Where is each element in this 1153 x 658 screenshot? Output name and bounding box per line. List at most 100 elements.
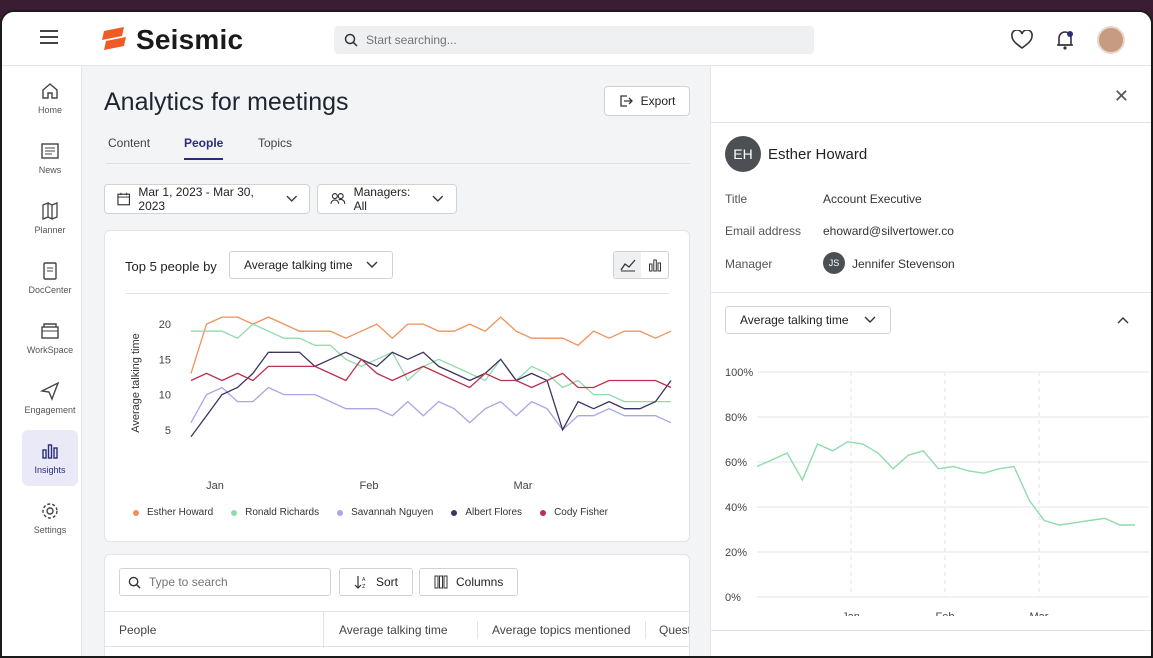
sidebar-item-workspace[interactable]: WorkSpace [22,310,78,366]
managers-filter[interactable]: Managers: All [317,184,457,214]
logo[interactable]: Seismic [102,24,243,56]
y-tick-label: 20% [725,547,747,559]
settings-icon [42,503,58,519]
legend-item[interactable]: Cody Fisher [540,507,608,518]
legend-dot [451,509,458,516]
line-view-button[interactable] [614,252,641,278]
metric-select[interactable]: Average talking time [229,251,393,279]
y-tick-label: 5 [165,425,171,437]
sidebar-item-label: Planner [34,225,66,235]
y-tick-label: 100% [725,367,753,379]
export-button[interactable]: Export [604,86,690,116]
close-icon[interactable]: ✕ [1113,86,1129,106]
field-value-email[interactable]: ehoward@silvertower.co [823,224,954,238]
heart-icon[interactable] [1011,30,1033,50]
y-tick-label: 60% [725,457,747,469]
person-name: Esther Howard [768,146,868,163]
columns-button[interactable]: Columns [419,568,519,596]
tab-bar: Content People Topics [106,136,690,164]
field-label-title: Title [725,192,748,206]
top-bar: Seismic [2,12,1151,66]
news-icon [41,143,59,159]
global-search[interactable] [334,26,814,54]
tab-people[interactable]: People [184,136,224,160]
sidebar-item-label: WorkSpace [26,345,74,355]
chart-heading: Top 5 people by [125,259,217,274]
legend-label: Cody Fisher [554,507,608,518]
bell-icon[interactable] [1055,29,1075,51]
managers-value: Managers: All [353,185,411,213]
sidebar-item-label: Settings [33,525,67,535]
table-search-input[interactable] [149,575,319,589]
field-value-title: Account Executive [823,192,922,206]
export-label: Export [640,94,676,108]
legend-item[interactable]: Savannah Nguyen [337,507,433,518]
bar-view-button[interactable] [641,252,668,278]
date-range-filter[interactable]: Mar 1, 2023 - Mar 30, 2023 [104,184,310,214]
columns-icon [434,575,448,589]
legend-item[interactable]: Ronald Richards [231,507,319,518]
top-actions [1011,26,1125,54]
sidebar-item-home[interactable]: Home [22,70,78,126]
chevron-up-icon[interactable] [1117,316,1129,324]
column-divider [477,621,478,639]
panel-metric-value: Average talking time [740,313,849,327]
sidebar-item-settings[interactable]: Settings [22,490,78,546]
sidebar-item-label: Insights [34,465,66,475]
sidebar-item-planner[interactable]: Planner [22,190,78,246]
home-icon [42,83,58,99]
chart-legend: Esther Howard Ronald Richards Savannah N… [133,507,608,518]
tab-content[interactable]: Content [108,136,151,150]
legend-label: Ronald Richards [245,507,320,518]
talking-time-line-chart: Average talking time 5 10 15 20 Jan Feb Mar [130,316,672,492]
series-line [190,386,672,431]
svg-text:Z: Z [362,584,366,589]
menu-icon[interactable] [40,30,58,44]
legend-dot [540,509,547,516]
y-tick-label: 40% [725,502,747,514]
panel-metric-select[interactable]: Average talking time [725,306,891,334]
line-chart-icon [619,259,635,272]
search-input[interactable] [366,33,766,47]
legend-dot [337,509,344,516]
column-header-questions[interactable]: Quest [659,623,690,637]
bar-chart-icon [648,259,661,272]
insights-icon [42,444,58,459]
sidebar-item-engagement[interactable]: Engagement [22,370,78,426]
chevron-down-icon [864,316,876,323]
sort-label: Sort [376,575,399,589]
legend-item[interactable]: Esther Howard [133,507,213,518]
person-talking-time-chart: 0% 20% 40% 60% 80% 100% Jan Feb Mar [725,367,1149,616]
field-value-manager[interactable]: Jennifer Stevenson [852,257,955,271]
people-icon [330,193,346,204]
field-label-manager: Manager [725,257,773,271]
tab-topics[interactable]: Topics [258,136,293,150]
svg-text:A: A [362,577,366,583]
export-icon [620,95,633,107]
sidebar-item-news[interactable]: News [22,130,78,186]
field-label-email: Email address [725,224,802,238]
y-tick-label: 10 [159,390,171,402]
column-divider [645,621,646,639]
series-line [191,323,671,403]
y-tick-label: 15 [159,354,171,366]
sidebar-item-insights[interactable]: Insights [22,430,78,486]
table-search[interactable] [119,568,331,596]
series-line [190,316,672,374]
legend-label: Savannah Nguyen [351,507,434,518]
logo-text: Seismic [136,24,244,55]
column-header-topics[interactable]: Average topics mentioned [492,623,631,637]
sidebar-item-doccenter[interactable]: DocCenter [22,250,78,306]
x-tick-label: Feb [936,611,955,616]
user-avatar[interactable] [1097,26,1125,54]
chart-view-toggle [613,251,669,279]
main-content: Analytics for meetings Export Content Pe… [82,66,710,656]
y-tick-label: 20 [159,319,171,331]
column-header-people[interactable]: People [119,623,157,637]
y-tick-label: 80% [725,412,747,424]
column-divider [323,612,324,648]
column-header-talking-time[interactable]: Average talking time [339,623,448,637]
panel-divider [711,122,1151,123]
legend-item[interactable]: Albert Flores [451,507,522,518]
